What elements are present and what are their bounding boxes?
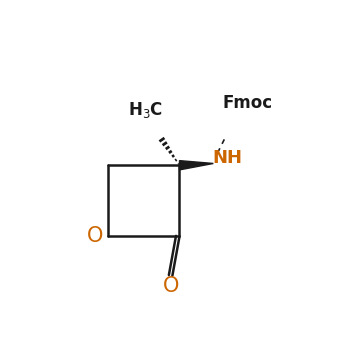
Polygon shape	[180, 160, 213, 170]
Text: NH: NH	[213, 149, 243, 167]
Text: H$_3$C: H$_3$C	[128, 100, 163, 120]
Text: Fmoc: Fmoc	[222, 94, 272, 112]
Text: O: O	[87, 226, 103, 246]
Text: O: O	[162, 276, 179, 297]
